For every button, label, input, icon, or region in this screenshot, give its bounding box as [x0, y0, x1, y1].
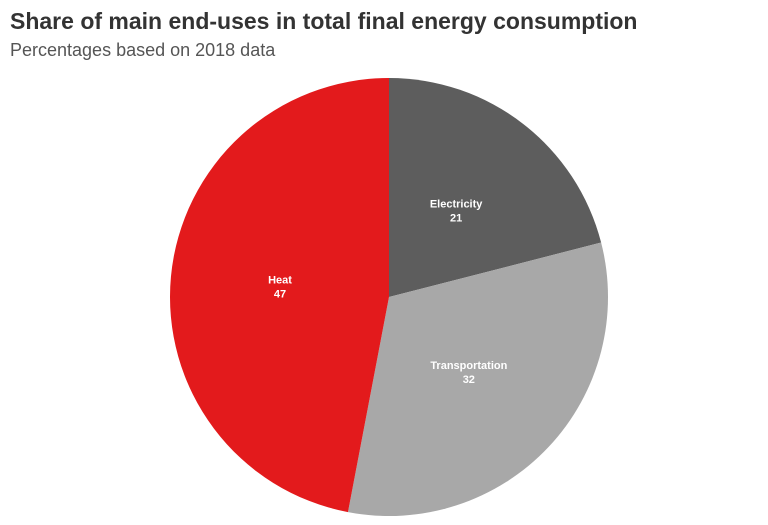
slice-label-heat: Heat [268, 275, 292, 287]
slice-value-transportation: 32 [463, 374, 475, 386]
slice-value-heat: 47 [274, 289, 286, 301]
slice-label-electricity: Electricity [430, 198, 483, 210]
chart-title: Share of main end-uses in total final en… [10, 8, 638, 34]
pie-slice-electricity [389, 78, 602, 297]
pie-slices [169, 78, 608, 516]
pie-labels: Electricity 21 Transportation 32 Heat 47 [268, 198, 508, 385]
chart-subtitle: Percentages based on 2018 data [10, 40, 276, 60]
slice-label-transportation: Transportation [430, 360, 507, 372]
slice-value-electricity: 21 [450, 212, 462, 224]
pie-slice-transportation [347, 242, 608, 516]
pie-slice-heat [169, 78, 389, 513]
